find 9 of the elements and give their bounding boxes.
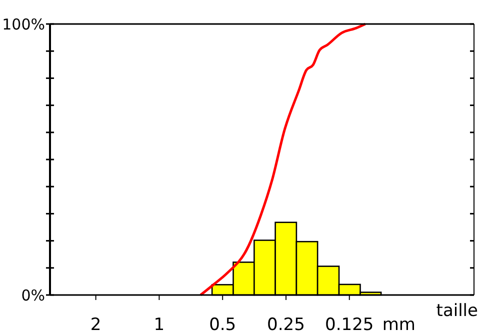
x-tick-label: 0.125 [325, 315, 374, 332]
x-tick-label: 0.5 [209, 315, 236, 332]
x-tick-label: 0.25 [267, 315, 305, 332]
text: mm [382, 315, 416, 332]
x-tick-label: 2 [90, 315, 102, 332]
y-tick-label: 100% [2, 15, 45, 34]
x-tick-label: 1 [154, 315, 165, 332]
y-tick-label: 0% [21, 286, 45, 304]
x-axis-title: taille [436, 301, 478, 321]
